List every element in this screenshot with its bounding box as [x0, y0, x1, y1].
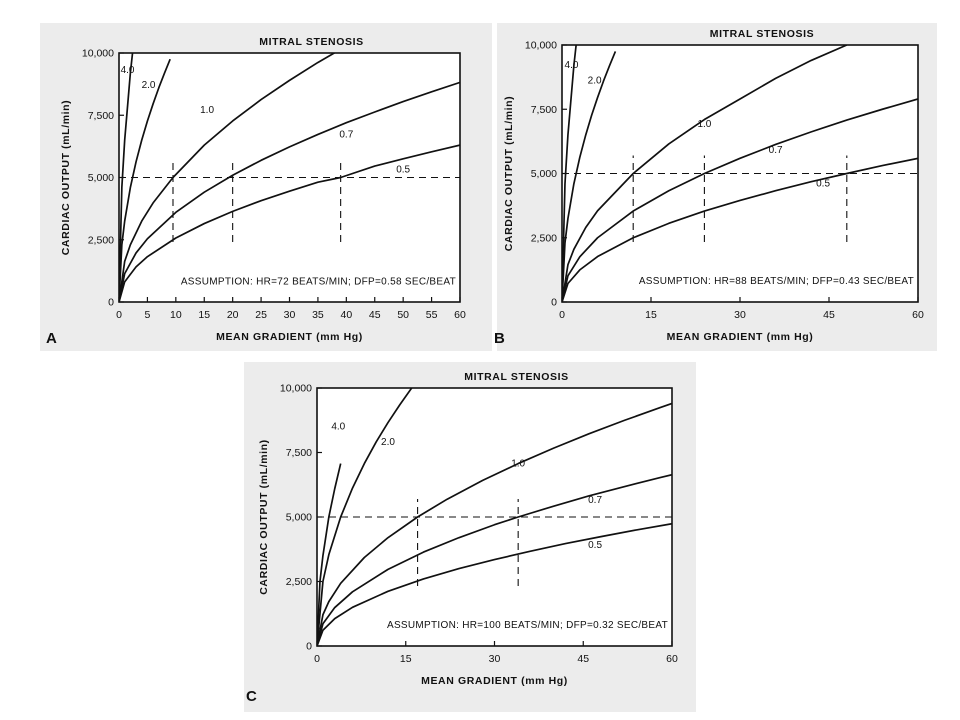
x-tick-label: 25	[255, 309, 267, 321]
x-tick-label: 60	[454, 309, 466, 321]
annotation-background	[177, 275, 459, 289]
chart-title: MITRAL STENOSIS	[464, 371, 568, 383]
series-line-2-0	[317, 388, 413, 646]
series-label: 0.7	[339, 130, 353, 141]
x-tick-label: 15	[645, 309, 657, 321]
series-line-0-5	[119, 144, 460, 302]
y-tick-label: 2,500	[88, 234, 114, 246]
series-line-2-0	[119, 58, 171, 302]
y-tick-label: 2,500	[531, 232, 557, 244]
x-axis-label: MEAN GRADIENT (mm Hg)	[216, 331, 363, 343]
x-tick-label: 20	[227, 309, 239, 321]
series-line-1-0	[317, 402, 672, 646]
series-label: 2.0	[588, 76, 602, 87]
plot-frame	[316, 387, 673, 647]
series-label: 2.0	[381, 437, 395, 448]
series-label: 4.0	[331, 421, 345, 432]
chart-panel-b: 0 15 30 45 60 0 2,500 5,000 7,500 10,000 MITRAL ST…	[494, 28, 924, 347]
series-label: 4.0	[565, 60, 579, 71]
x-tick-label: 60	[912, 309, 924, 321]
series-label: 0.5	[816, 178, 830, 189]
panel-label: A	[46, 330, 57, 347]
x-tick-label: 30	[284, 309, 296, 321]
assumption-annotation: ASSUMPTION: HR=72 BEATS/MIN; DFP=0.58 SE…	[181, 277, 456, 288]
x-axis-label: MEAN GRADIENT (mm Hg)	[421, 675, 568, 687]
x-tick-label: 55	[426, 309, 438, 321]
y-axis-label: CARDIAC OUTPUT (mL/min)	[503, 96, 515, 252]
y-tick-label: 5,000	[286, 512, 312, 524]
series-label: 0.5	[588, 540, 602, 551]
series-label: 0.7	[769, 145, 783, 156]
x-tick-label: 50	[397, 309, 409, 321]
chart-panel-c: 0 15 30 45 60 0 2,500 5,000 7,500 10,000 MITRAL ST…	[246, 371, 678, 705]
plot-frame	[561, 44, 919, 303]
series-label: 1.0	[511, 459, 525, 470]
series-line-4-0	[119, 53, 134, 302]
x-tick-label: 45	[577, 653, 589, 665]
x-tick-label: 10	[170, 309, 182, 321]
y-tick-label: 7,500	[88, 110, 114, 122]
y-tick-label: 5,000	[531, 168, 557, 180]
series-line-0-7	[317, 473, 672, 646]
x-tick-label: 30	[734, 309, 746, 321]
y-tick-label: 5,000	[88, 172, 114, 184]
series-line-2-0	[562, 51, 617, 302]
y-tick-label: 10,000	[280, 383, 312, 395]
x-tick-label: 30	[489, 653, 501, 665]
series-label: 0.7	[588, 495, 602, 506]
y-tick-label: 0	[306, 641, 312, 653]
x-tick-label: 45	[823, 309, 835, 321]
series-label: 2.0	[142, 80, 156, 91]
y-tick-label: 0	[551, 297, 557, 309]
series-line-4-0	[562, 45, 577, 302]
annotation-background	[635, 275, 917, 289]
y-tick-label: 7,500	[286, 447, 312, 459]
series-line-0-7	[562, 98, 918, 302]
y-tick-label: 0	[108, 297, 114, 309]
chart-title: MITRAL STENOSIS	[259, 36, 363, 48]
y-tick-label: 10,000	[525, 40, 557, 52]
x-axis-label: MEAN GRADIENT (mm Hg)	[667, 331, 814, 343]
panel-label: C	[246, 688, 257, 705]
x-tick-label: 35	[312, 309, 324, 321]
annotation-background	[383, 618, 671, 632]
series-label: 0.5	[396, 165, 410, 176]
series-line-1-0	[119, 53, 336, 302]
x-tick-label: 60	[666, 653, 678, 665]
assumption-annotation: ASSUMPTION: HR=88 BEATS/MIN; DFP=0.43 SE…	[639, 276, 914, 287]
y-axis-label: CARDIAC OUTPUT (mL/min)	[258, 439, 270, 595]
y-tick-label: 10,000	[82, 48, 114, 60]
series-line-0-5	[562, 157, 918, 302]
x-tick-label: 0	[559, 309, 565, 321]
series-label: 1.0	[200, 105, 214, 116]
panel-label: B	[494, 330, 505, 347]
y-tick-label: 2,500	[286, 576, 312, 588]
chart-panel-a: 0 5 10 15 20 25 30 35 40 45 50 55 60 0 2,500 5,000 7,500…	[46, 36, 466, 347]
chart-title: MITRAL STENOSIS	[710, 28, 814, 40]
x-tick-label: 5	[144, 309, 150, 321]
y-tick-label: 7,500	[531, 104, 557, 116]
x-tick-label: 15	[400, 653, 412, 665]
series-label: 4.0	[121, 65, 135, 76]
x-tick-label: 0	[116, 309, 122, 321]
x-tick-label: 40	[340, 309, 352, 321]
x-tick-label: 45	[369, 309, 381, 321]
series-line-1-0	[562, 45, 848, 302]
series-line-0-7	[119, 81, 460, 302]
x-tick-label: 15	[198, 309, 210, 321]
x-tick-label: 0	[314, 653, 320, 665]
series-label: 1.0	[697, 119, 711, 130]
y-axis-label: CARDIAC OUTPUT (mL/min)	[60, 100, 72, 256]
assumption-annotation: ASSUMPTION: HR=100 BEATS/MIN; DFP=0.32 S…	[387, 620, 668, 631]
series-line-0-5	[317, 522, 672, 646]
series-line-4-0	[317, 463, 342, 646]
